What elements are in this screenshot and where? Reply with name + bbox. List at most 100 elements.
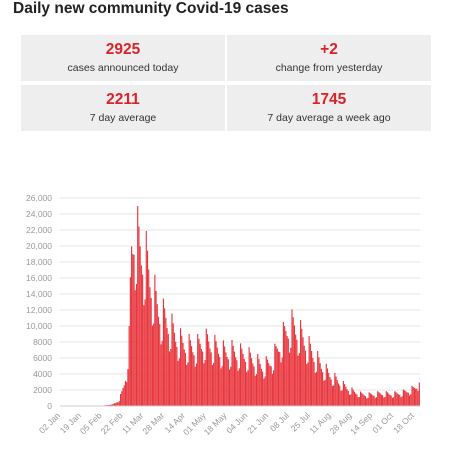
bar bbox=[112, 403, 114, 406]
y-tick-label: 22,000 bbox=[26, 225, 52, 235]
bar bbox=[372, 395, 374, 406]
bar bbox=[128, 326, 130, 406]
bar bbox=[331, 386, 333, 406]
bar bbox=[161, 340, 163, 406]
bar bbox=[269, 365, 271, 406]
bar bbox=[336, 380, 338, 406]
bar bbox=[149, 287, 151, 406]
bar bbox=[385, 391, 387, 406]
bar bbox=[238, 368, 240, 406]
y-axis: 0 2000 4000 6000 8000 10,000 12,000 14,000 16,00… bbox=[26, 193, 52, 411]
bar bbox=[253, 366, 255, 406]
bar bbox=[172, 323, 174, 406]
bar bbox=[379, 393, 381, 406]
bar bbox=[224, 346, 226, 406]
bar bbox=[221, 366, 223, 406]
x-tick-label: 08 Jul bbox=[268, 410, 291, 433]
bar bbox=[208, 341, 210, 406]
bar bbox=[183, 349, 185, 406]
bar bbox=[187, 362, 189, 406]
bar bbox=[255, 374, 258, 406]
bar bbox=[358, 397, 360, 406]
bar bbox=[247, 370, 249, 406]
bar bbox=[337, 383, 340, 406]
bar bbox=[126, 381, 128, 406]
bar bbox=[347, 390, 349, 406]
bar bbox=[171, 313, 173, 406]
stat-7day-average: 2211 7 day average bbox=[21, 85, 225, 131]
bar bbox=[175, 341, 177, 406]
bar bbox=[324, 379, 326, 406]
bar bbox=[341, 390, 343, 406]
bar bbox=[300, 320, 302, 406]
bar bbox=[361, 392, 363, 406]
bar bbox=[108, 404, 111, 406]
bar bbox=[364, 396, 367, 406]
bar bbox=[360, 391, 362, 406]
bar bbox=[122, 387, 124, 406]
bar bbox=[203, 363, 205, 406]
bar bbox=[135, 284, 138, 406]
y-tick-label: 16,000 bbox=[26, 273, 52, 283]
bar bbox=[127, 369, 129, 406]
bar bbox=[228, 369, 231, 406]
y-tick-label: 10,000 bbox=[26, 321, 52, 331]
bar bbox=[143, 305, 145, 406]
bar bbox=[129, 277, 131, 406]
bar bbox=[346, 389, 348, 406]
bar bbox=[390, 395, 392, 406]
bar bbox=[311, 350, 313, 406]
bar bbox=[181, 335, 183, 406]
bar bbox=[340, 390, 342, 406]
bar bbox=[121, 391, 123, 406]
y-tick-label: 8000 bbox=[33, 337, 52, 347]
bar bbox=[235, 357, 237, 406]
bar bbox=[383, 397, 385, 406]
bar bbox=[312, 357, 314, 406]
bar bbox=[110, 404, 112, 406]
bar bbox=[351, 387, 353, 406]
y-tick-label: 18,000 bbox=[26, 257, 52, 267]
y-tick-label: 0 bbox=[47, 401, 52, 411]
x-tick-label: 11 Mar bbox=[120, 410, 145, 435]
bar bbox=[225, 352, 227, 406]
bar bbox=[146, 250, 149, 406]
bar bbox=[199, 343, 201, 406]
bar bbox=[268, 363, 270, 406]
bar bbox=[165, 317, 167, 406]
bar bbox=[159, 324, 161, 406]
bar bbox=[139, 246, 141, 406]
bar bbox=[270, 366, 272, 406]
stat-change: +2 change from yesterday bbox=[227, 35, 431, 81]
bar bbox=[326, 368, 329, 406]
x-tick-label: 11 Aug bbox=[307, 410, 333, 436]
y-tick-label: 20,000 bbox=[26, 241, 52, 251]
bar bbox=[162, 298, 164, 406]
stat-label: 7 day average bbox=[89, 112, 157, 124]
bar bbox=[413, 387, 416, 406]
bar bbox=[248, 347, 250, 406]
bar bbox=[251, 358, 253, 406]
bar bbox=[180, 328, 182, 406]
bar bbox=[285, 330, 287, 406]
bar bbox=[320, 368, 322, 406]
bar bbox=[231, 340, 233, 406]
stat-value: 1745 bbox=[311, 91, 347, 108]
bar bbox=[113, 403, 116, 406]
bar bbox=[211, 365, 213, 406]
bar bbox=[416, 388, 418, 406]
bar bbox=[325, 363, 327, 406]
bar bbox=[258, 359, 260, 406]
bar bbox=[259, 364, 261, 406]
y-tick-label: 14,000 bbox=[26, 289, 52, 299]
bar bbox=[200, 349, 202, 406]
bar bbox=[350, 394, 352, 406]
bar bbox=[111, 404, 113, 406]
bar bbox=[322, 372, 324, 406]
bar bbox=[131, 246, 133, 406]
bar bbox=[116, 402, 118, 406]
bar bbox=[391, 397, 393, 406]
bar bbox=[418, 382, 420, 406]
bar bbox=[151, 325, 153, 406]
bar bbox=[213, 362, 215, 406]
